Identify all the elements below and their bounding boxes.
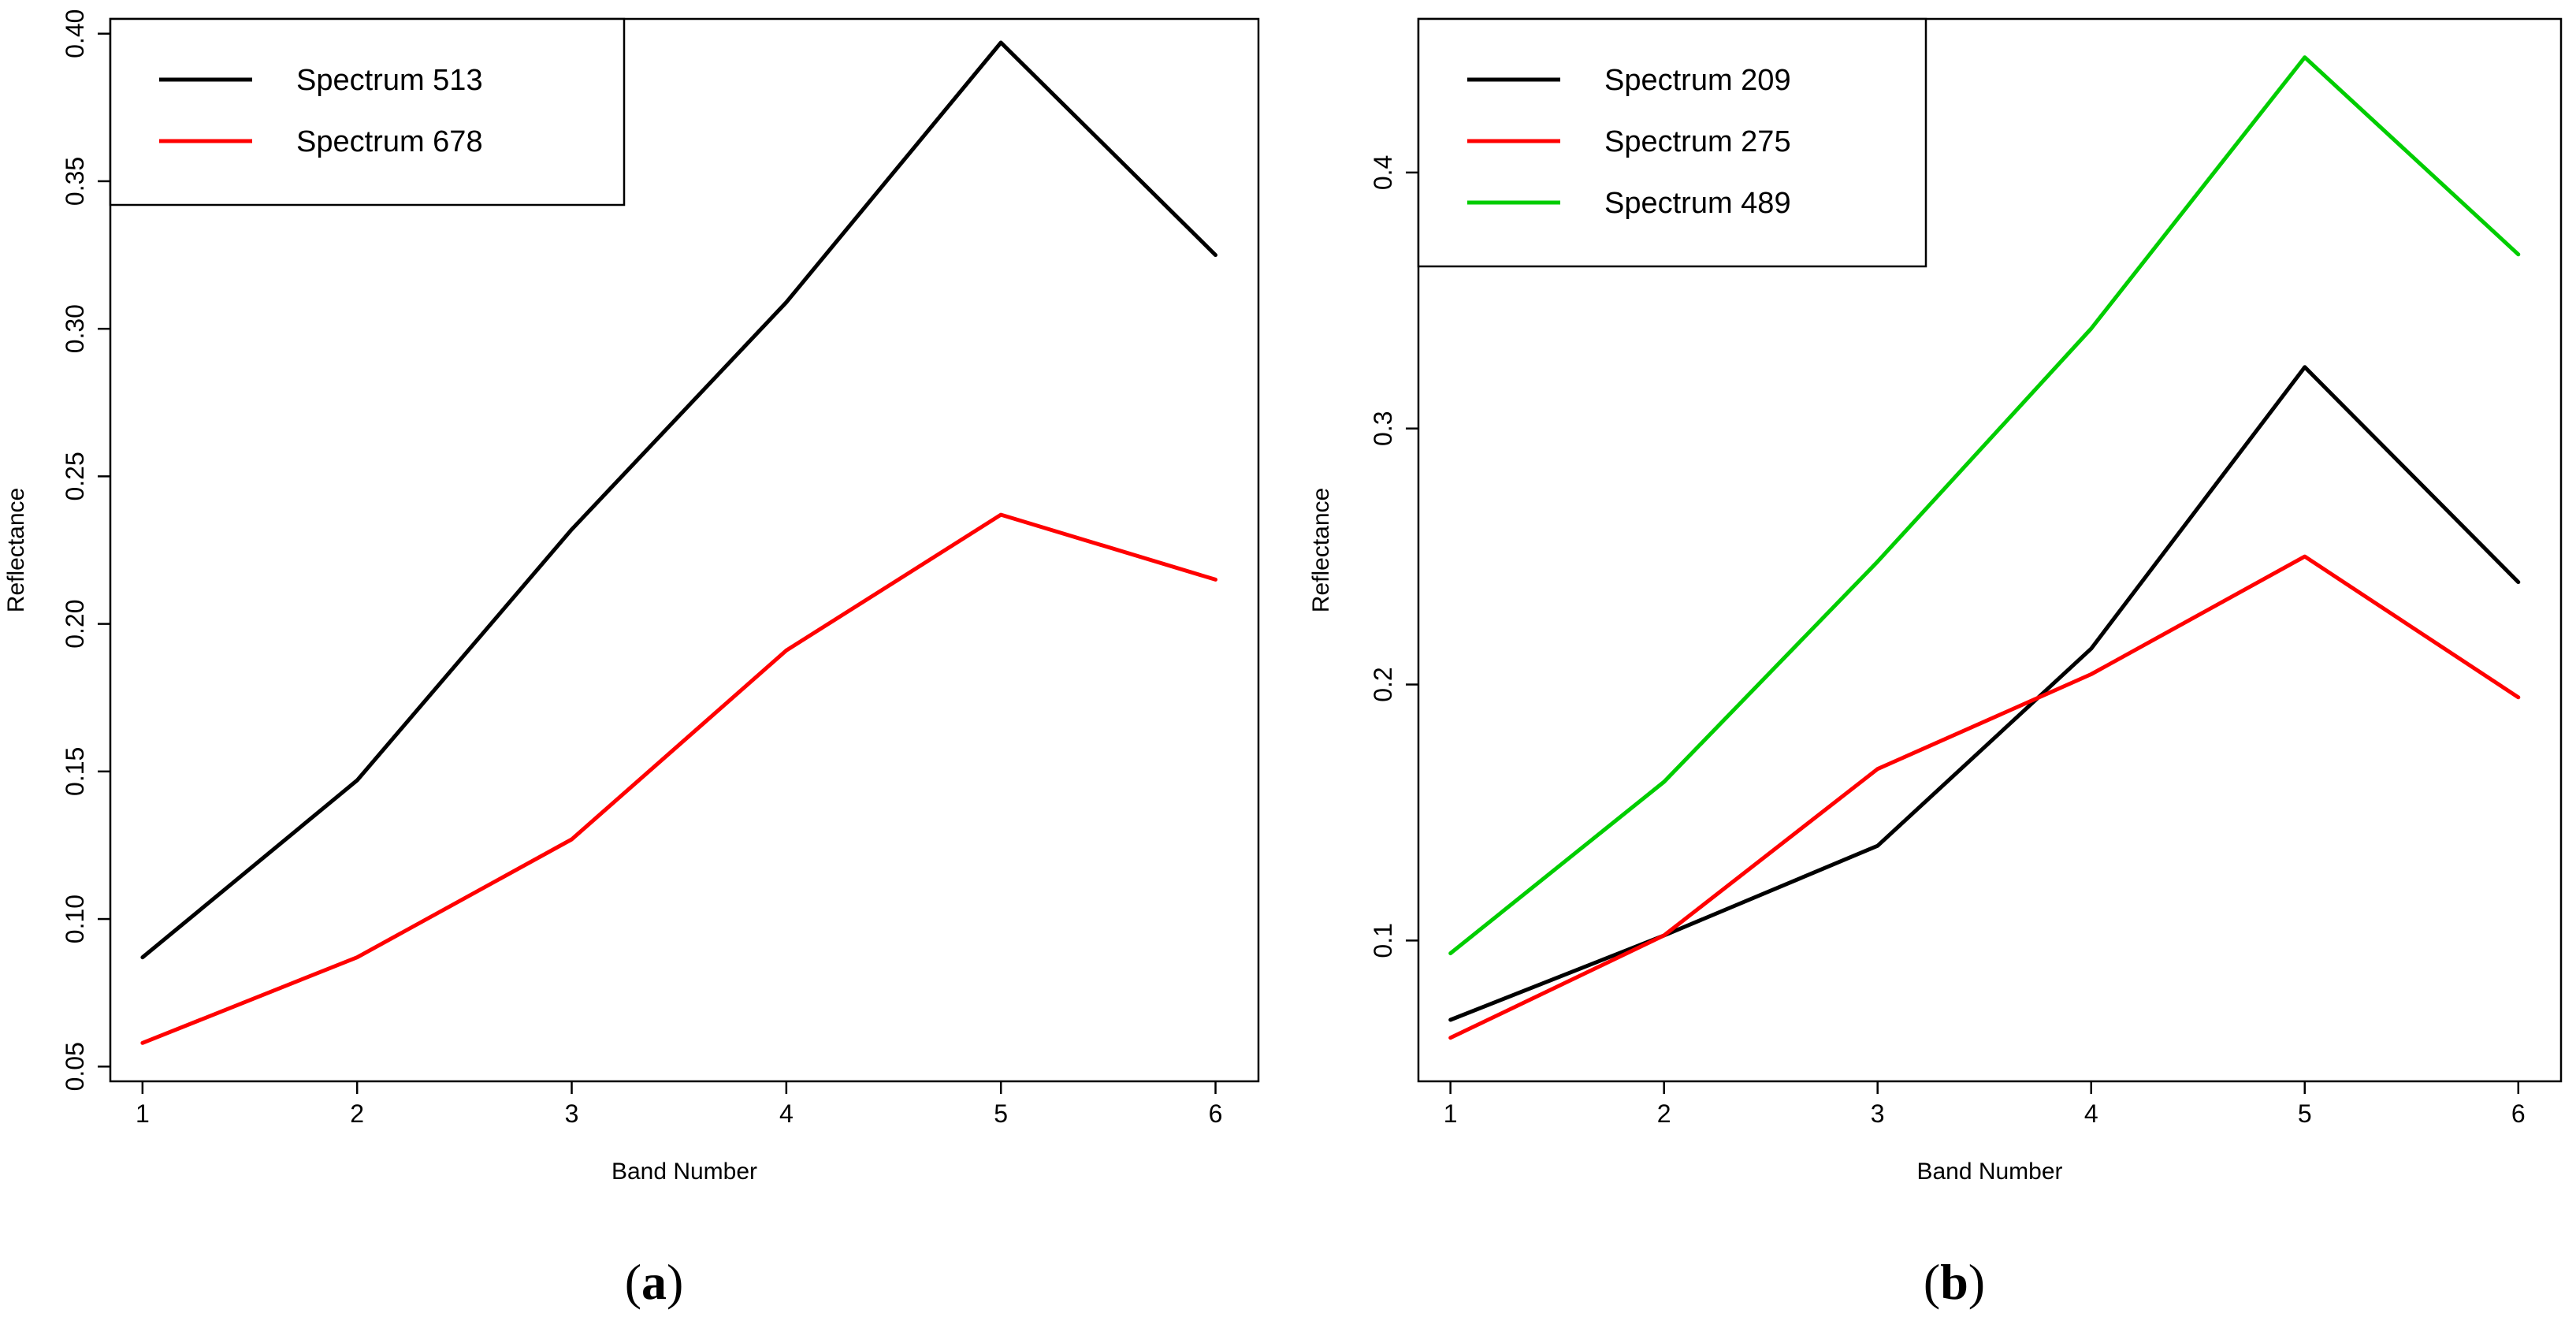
- y-tick-label-a-3: 0.15: [61, 747, 89, 796]
- x-tick-label-a-1: 1: [136, 1099, 150, 1128]
- legend-label-spectrum-513: Spectrum 513: [296, 64, 483, 97]
- x-tick-label-b-5: 5: [2298, 1099, 2312, 1128]
- y-tick-label-a-8: 0.40: [61, 9, 89, 58]
- series-line-spectrum-513: [140, 40, 1217, 960]
- series-line-spectrum-678: [140, 512, 1217, 1045]
- x-tick-label-b-4: 4: [2084, 1099, 2098, 1128]
- legend-a: Spectrum 513 Spectrum 678: [109, 17, 626, 206]
- legend-label-spectrum-489: Spectrum 489: [1604, 187, 1791, 220]
- legend-label-spectrum-275: Spectrum 275: [1604, 125, 1791, 158]
- legend-label-spectrum-678: Spectrum 678: [296, 125, 483, 158]
- chart-panel-b: 1 2 3 4 5 6 0.1 0.2 0.3 0.4 Band Number Reflectance…: [1308, 17, 2563, 1310]
- series-line-spectrum-209: [1448, 365, 2521, 1022]
- x-tick-label-a-3: 3: [565, 1099, 579, 1128]
- legend-box-a: [109, 17, 626, 206]
- x-tick-label-b-1: 1: [1444, 1099, 1458, 1128]
- y-tick-label-a-2: 0.10: [61, 895, 89, 943]
- y-tick-label-b-2: 0.2: [1369, 667, 1397, 701]
- y-tick-label-a-5: 0.25: [61, 452, 89, 500]
- y-tick-label-b-4: 0.4: [1369, 155, 1397, 190]
- legend-label-spectrum-209: Spectrum 209: [1604, 64, 1791, 97]
- y-tick-label-a-1: 0.05: [61, 1042, 89, 1091]
- x-axis-title-b: Band Number: [1916, 1159, 2062, 1185]
- y-axis-title-a: Reflectance: [3, 488, 29, 612]
- x-tick-label-b-2: 2: [1657, 1099, 1671, 1128]
- plot-frame-a: [109, 17, 1260, 1083]
- series-line-spectrum-489: [1448, 55, 2521, 956]
- panel-label-b: (b): [1924, 1254, 1985, 1310]
- plot-frame-b: [1417, 17, 2563, 1083]
- x-tick-label-b-3: 3: [1871, 1099, 1885, 1128]
- y-tick-label-a-7: 0.35: [61, 157, 89, 206]
- x-tick-label-a-6: 6: [1209, 1099, 1223, 1128]
- y-tick-label-a-4: 0.20: [61, 599, 89, 648]
- panel-label-a: (a): [625, 1254, 684, 1310]
- x-tick-label-a-4: 4: [779, 1099, 794, 1128]
- legend-b: Spectrum 209 Spectrum 275 Spectrum 489: [1417, 17, 1927, 268]
- x-tick-label-a-2: 2: [350, 1099, 364, 1128]
- x-tick-label-a-5: 5: [994, 1099, 1008, 1128]
- y-tick-label-a-6: 0.30: [61, 304, 89, 353]
- y-tick-label-b-3: 0.3: [1369, 411, 1397, 445]
- series-line-spectrum-275: [1448, 554, 2521, 1040]
- y-axis-title-b: Reflectance: [1308, 488, 1334, 612]
- chart-panel-a: 1 2 3 4 5 6 0.05 0.10 0.15 0.20 0.25 0.30 0.35 0.40 Ba…: [3, 9, 1260, 1310]
- x-axis-title-a: Band Number: [611, 1159, 757, 1185]
- y-tick-label-b-1: 0.1: [1369, 923, 1397, 958]
- x-tick-label-b-6: 6: [2511, 1099, 2526, 1128]
